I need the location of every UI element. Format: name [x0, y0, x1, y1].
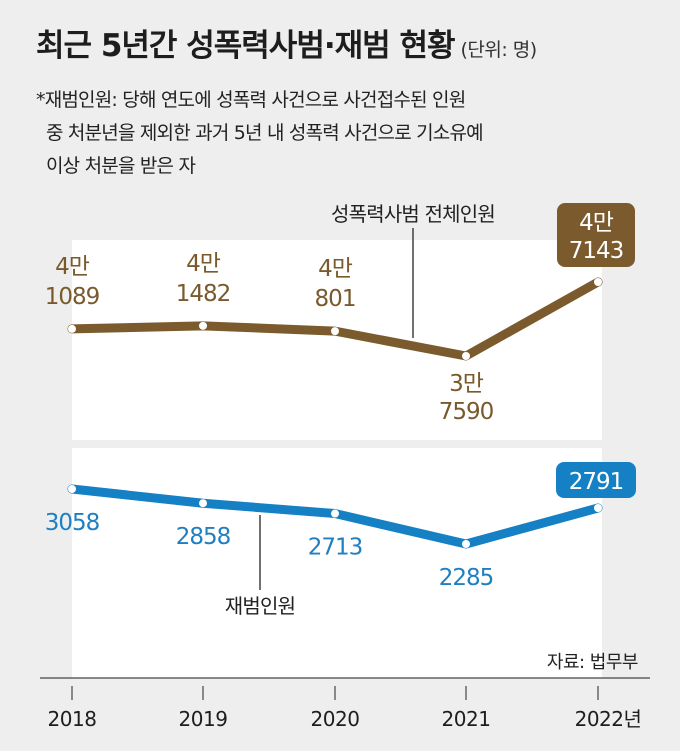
footnote-line-3: 이상 처분을 받은 자: [46, 155, 196, 177]
repeat-highlight-box: [556, 462, 636, 498]
total-highlight-box: [557, 203, 635, 267]
total-point-4: [594, 278, 602, 286]
total-value-label-0-line2: 1089: [45, 284, 100, 310]
plot-background-lower: [72, 448, 602, 678]
total-value-label-2-line1: 4만: [318, 256, 353, 282]
x-tick-label-1: 2019: [179, 707, 228, 731]
repeat-point-4: [594, 503, 602, 512]
source-note: 자료: 법무부: [546, 652, 639, 673]
repeat-value-label-1: 2858: [176, 524, 231, 550]
total-value-label-1-line1: 4만: [186, 251, 221, 277]
total-point-3: [462, 352, 470, 360]
footnote: *재범인원: 당해 연도에 성폭력 사건으로 사건접수된 인원 중 처분년을 제…: [36, 84, 484, 183]
repeat-series-name: 재범인원: [225, 594, 295, 618]
footnote-line-1: *재범인원: 당해 연도에 성폭력 사건으로 사건접수된 인원: [36, 89, 466, 111]
total-value-label-2022-line2: 7143: [569, 238, 624, 264]
x-tick-label-0: 2018: [48, 707, 97, 731]
x-tick-label-4: 2022년: [575, 707, 642, 731]
title-text: 최근 5년간 성폭력사범·재범 현황: [36, 28, 455, 64]
repeat-point-1: [199, 499, 207, 508]
unit-label: (단위: 명): [460, 39, 537, 61]
total-point-2: [331, 327, 339, 336]
repeat-value-label-0: 3058: [45, 510, 100, 536]
total-value-label-1-line2: 1482: [176, 281, 231, 307]
total-value-label-0-line1: 4만: [55, 254, 90, 280]
total-point-0: [68, 324, 76, 333]
repeat-value-label-2: 2713: [308, 535, 363, 561]
total-value-label-3-line2: 7590: [439, 399, 494, 425]
total-value-label-2-line2: 801: [315, 286, 356, 312]
chart-title: 최근 5년간 성폭력사범·재범 현황 (단위: 명): [36, 20, 537, 65]
footnote-line-2: 중 처분년을 제외한 과거 5년 내 성폭력 사건으로 기소유예: [46, 122, 484, 144]
x-tick-label-2: 2020: [311, 707, 360, 731]
total-series-name: 성폭력사범 전체인원: [331, 202, 495, 226]
repeat-point-2: [331, 509, 339, 518]
total-value-label-3-line1: 3만: [449, 371, 484, 397]
repeat-point-0: [68, 485, 76, 493]
repeat-value-label-2022: 2791: [569, 469, 624, 495]
repeat-point-3: [462, 540, 470, 548]
total-value-label-2022-line1: 4만: [579, 210, 614, 236]
x-tick-label-3: 2021: [442, 707, 491, 731]
repeat-value-label-3: 2285: [439, 565, 494, 591]
total-point-1: [199, 321, 207, 330]
plot-background: [72, 240, 602, 440]
